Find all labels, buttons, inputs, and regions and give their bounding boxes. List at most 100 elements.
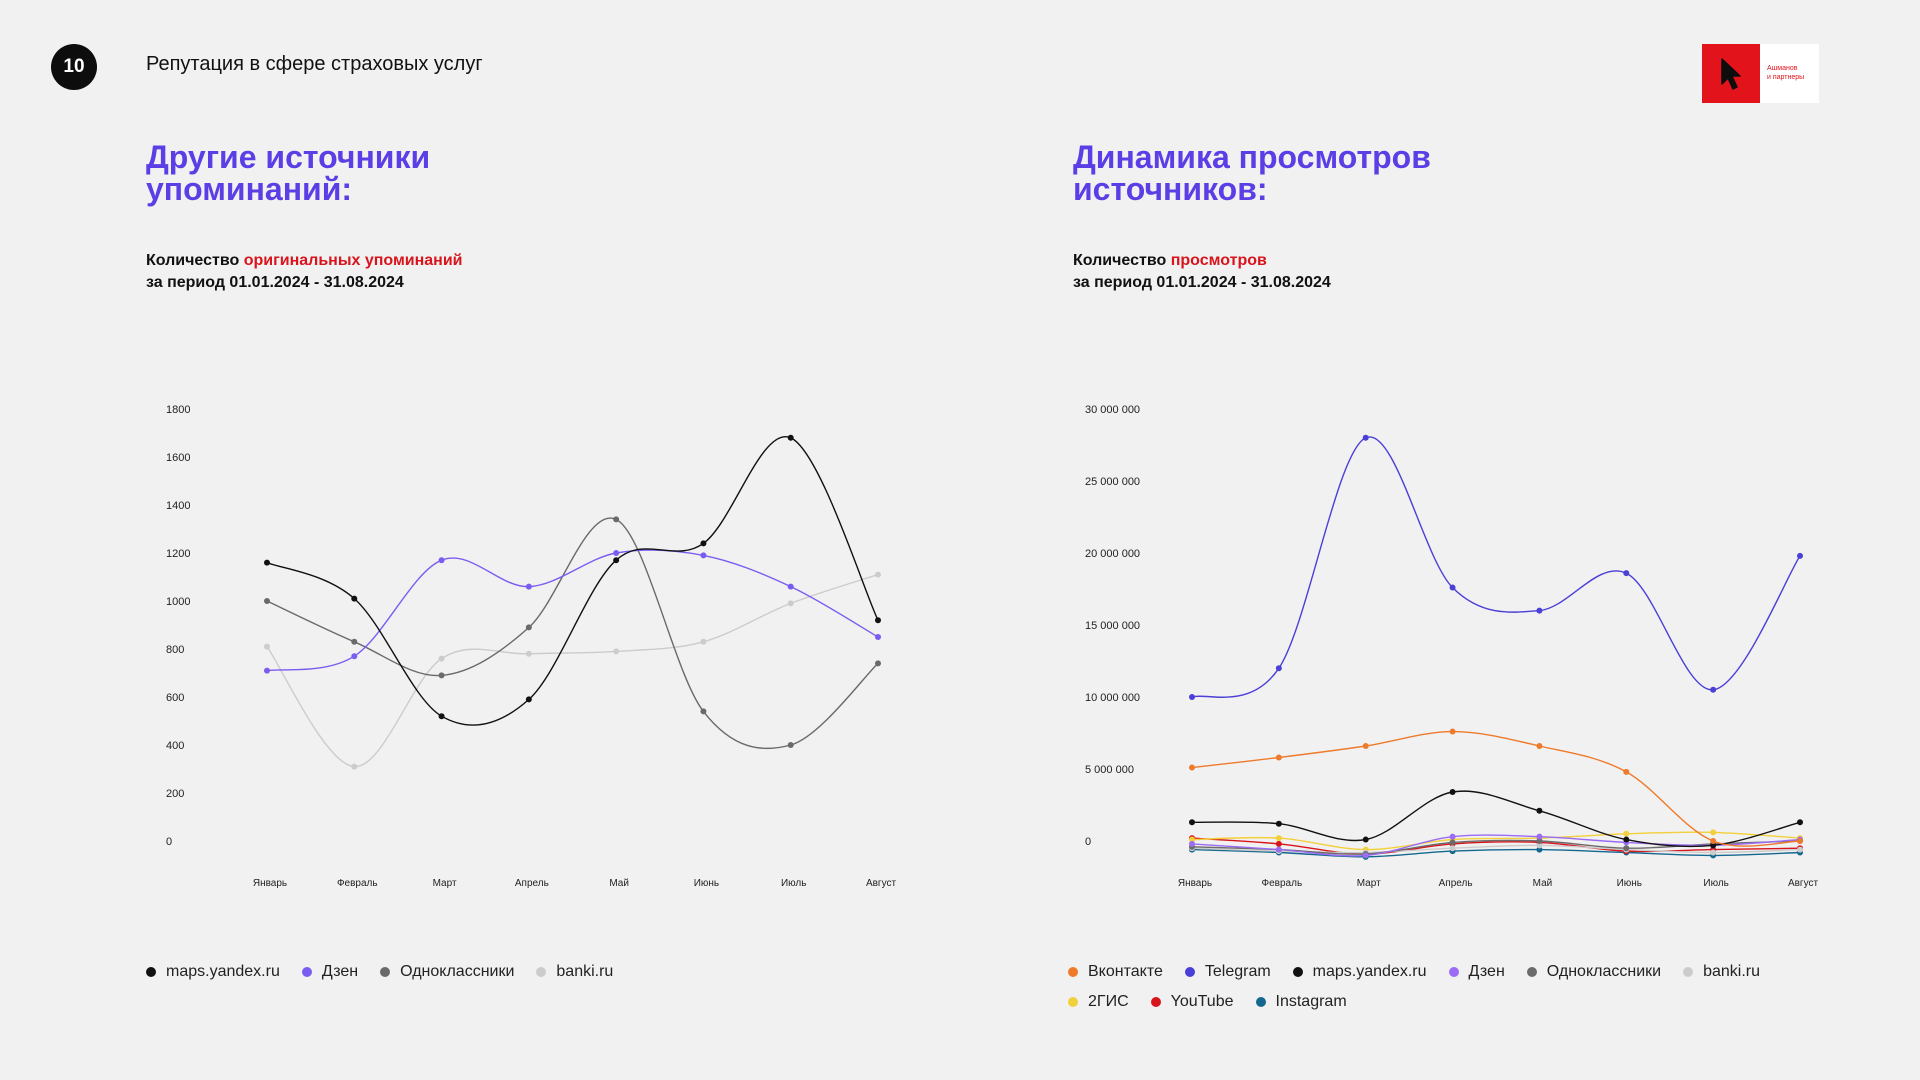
mentions-data-point <box>264 598 270 604</box>
mentions-chart-legend: maps.yandex.ru Дзен Одноклассники banki.ru <box>146 962 946 982</box>
left-subtitle-period: за период 01.01.2024 - 31.08.2024 <box>146 274 404 291</box>
views-data-point <box>1623 830 1630 837</box>
views-series-line <box>1191 831 1801 851</box>
legend-dot-icon <box>1292 967 1303 977</box>
views-legend-label: Одноклассники <box>1546 963 1662 980</box>
legend-dot-icon <box>1184 967 1195 977</box>
mentions-data-point <box>875 617 881 624</box>
views-data-point <box>1797 846 1803 853</box>
views-ytick-label: 20 000 000 <box>1085 548 1140 560</box>
mentions-xtick-label: Март <box>433 878 457 889</box>
views-data-point <box>1710 842 1717 849</box>
right-title-line2: источников: <box>1073 171 1268 207</box>
mentions-ytick-label: 1400 <box>166 500 190 512</box>
right-subtitle: Количество просмотров за период 01.01.20… <box>1073 250 1331 294</box>
views-series-line <box>1191 790 1801 848</box>
mentions-xtick-label: Май <box>609 878 629 889</box>
mentions-data-point <box>438 713 445 720</box>
views-xtick-label: Июль <box>1703 878 1729 889</box>
views-xtick-label: Март <box>1357 878 1381 889</box>
mentions-data-point <box>700 708 707 715</box>
views-legend-item: Одноклассники <box>1526 962 1662 982</box>
views-data-point <box>1275 665 1282 672</box>
views-data-point <box>1275 835 1282 842</box>
mentions-ytick-label: 1600 <box>166 452 190 464</box>
views-data-point <box>1797 819 1803 826</box>
pointer-arrow-icon <box>1702 44 1760 103</box>
mentions-ytick-label: 800 <box>166 644 184 656</box>
legend-dot-icon <box>1150 997 1161 1007</box>
mentions-ytick-label: 200 <box>166 788 184 800</box>
views-data-point <box>1536 842 1543 849</box>
views-data-point <box>1623 836 1630 843</box>
mentions-data-point <box>613 516 620 523</box>
views-xtick-label: Апрель <box>1439 878 1473 889</box>
views-data-point <box>1710 829 1717 836</box>
mentions-ytick-label: 1800 <box>166 404 190 416</box>
mentions-data-point <box>613 557 620 564</box>
mentions-series-line <box>266 435 879 726</box>
views-xtick-label: Июнь <box>1617 878 1642 889</box>
views-ytick-label: 30 000 000 <box>1085 404 1140 416</box>
views-legend-label: Дзен <box>1468 963 1505 980</box>
mentions-ytick-label: 0 <box>166 836 172 848</box>
mentions-data-point <box>351 595 358 602</box>
views-series-line <box>1191 436 1801 698</box>
mentions-data-point <box>525 696 532 703</box>
views-data-point <box>1797 552 1803 559</box>
mentions-legend-label: banki.ru <box>556 963 614 980</box>
mentions-data-point <box>438 557 445 564</box>
views-legend-item: Вконтакте <box>1068 962 1163 982</box>
mentions-xtick-label: Февраль <box>337 878 378 889</box>
views-legend-item: Дзен <box>1448 962 1505 982</box>
legend-dot-icon <box>146 967 156 977</box>
mentions-data-point <box>525 624 532 631</box>
views-data-point <box>1536 807 1543 814</box>
views-legend-label: Instagram <box>1275 993 1347 1010</box>
left-section-title: Другие источники упоминаний: <box>146 141 566 205</box>
views-line-chart: 0 5 000 000 10 000 000 15 000 000 20 000 000… <box>1085 404 1818 889</box>
views-data-point <box>1189 694 1195 700</box>
views-legend-label: Telegram <box>1204 963 1271 980</box>
mentions-data-point <box>351 638 358 645</box>
views-legend-item: YouTube <box>1150 992 1234 1012</box>
views-legend-item: banki.ru <box>1683 962 1760 982</box>
views-data-point <box>1362 852 1369 859</box>
mentions-xtick-label: Июль <box>781 878 807 889</box>
mentions-data-point <box>438 672 445 679</box>
mentions-data-point <box>264 559 270 566</box>
mentions-ytick-label: 1000 <box>166 596 190 608</box>
views-legend-label: Вконтакте <box>1088 963 1163 980</box>
views-legend-item: Instagram <box>1255 992 1347 1012</box>
views-series-line <box>1191 837 1801 855</box>
mentions-data-point <box>264 667 270 674</box>
mentions-data-point <box>264 643 270 650</box>
mentions-legend-item: maps.yandex.ru <box>146 962 280 982</box>
page-number-badge: 10 <box>51 44 97 90</box>
left-title-line2: упоминаний: <box>146 171 353 207</box>
views-data-point <box>1189 819 1195 826</box>
views-data-point <box>1536 846 1543 853</box>
mentions-ytick-label: 400 <box>166 740 184 752</box>
mentions-data-point <box>351 653 358 660</box>
right-section-title: Динамика просмотров источников: <box>1073 141 1493 205</box>
views-data-point <box>1189 840 1195 847</box>
mentions-xtick-label: Январь <box>253 878 287 889</box>
views-data-point <box>1536 742 1543 749</box>
views-legend-label: YouTube <box>1170 993 1234 1010</box>
right-title-line1: Динамика просмотров <box>1073 139 1431 175</box>
mentions-legend-label: Одноклассники <box>400 963 515 980</box>
right-subtitle-highlight: просмотров <box>1170 252 1267 269</box>
mentions-legend-label: Дзен <box>321 963 359 980</box>
mentions-data-point <box>613 550 620 556</box>
views-data-point <box>1623 845 1630 852</box>
mentions-data-point <box>525 583 532 590</box>
mentions-data-point <box>787 583 794 590</box>
views-data-point <box>1275 846 1282 853</box>
company-logo: Ашманов и партнеры <box>1702 44 1819 103</box>
legend-dot-icon <box>1448 967 1459 977</box>
legend-dot-icon <box>1683 967 1694 977</box>
mentions-legend-item: banki.ru <box>536 962 613 982</box>
mentions-line-chart: 0 200 400 600 800 1000 1200 1400 1600 1800 Январь Ф… <box>166 404 896 889</box>
views-data-point <box>1536 833 1543 840</box>
